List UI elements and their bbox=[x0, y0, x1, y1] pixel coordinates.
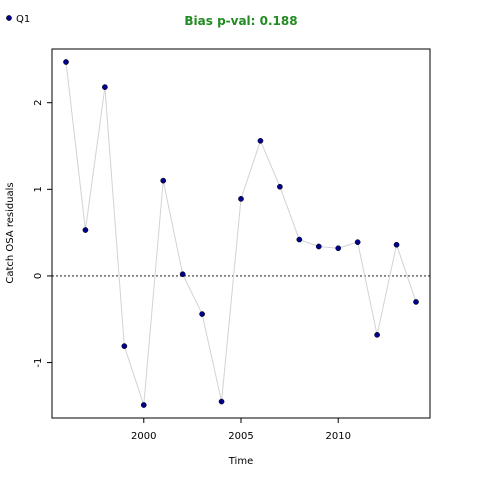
data-point bbox=[354, 239, 361, 246]
data-point bbox=[179, 271, 186, 278]
data-point bbox=[160, 177, 167, 184]
data-point bbox=[413, 299, 419, 305]
y-tick-label: 2 bbox=[33, 100, 44, 106]
x-tick-label: 2005 bbox=[228, 431, 253, 442]
x-tick-label: 2010 bbox=[325, 431, 350, 442]
data-point bbox=[393, 241, 400, 248]
chart-title: Bias p-val: 0.188 bbox=[184, 14, 297, 28]
data-point bbox=[335, 245, 342, 252]
legend-label: Q1 bbox=[16, 14, 30, 25]
plot-frame bbox=[51, 48, 431, 419]
data-point bbox=[277, 183, 283, 190]
data-point bbox=[238, 196, 244, 202]
y-tick-label: -1 bbox=[33, 358, 44, 368]
data-point bbox=[374, 331, 380, 338]
y-axis-label: Catch OSA residuals bbox=[5, 182, 16, 283]
data-point bbox=[140, 402, 147, 408]
series-line bbox=[65, 61, 417, 406]
x-axis-label: Time bbox=[228, 456, 253, 467]
data-point bbox=[121, 343, 128, 349]
data-point bbox=[315, 243, 322, 250]
data-point bbox=[218, 398, 225, 405]
data-point bbox=[82, 227, 89, 233]
y-tick-label: 1 bbox=[33, 186, 44, 192]
data-point bbox=[257, 137, 264, 144]
data-point bbox=[296, 236, 303, 243]
data-point bbox=[199, 311, 205, 317]
y-tick-label: 0 bbox=[33, 273, 44, 279]
legend-marker bbox=[6, 15, 12, 21]
x-tick-label: 2000 bbox=[131, 431, 156, 442]
data-point bbox=[102, 84, 108, 90]
data-point bbox=[63, 59, 69, 65]
